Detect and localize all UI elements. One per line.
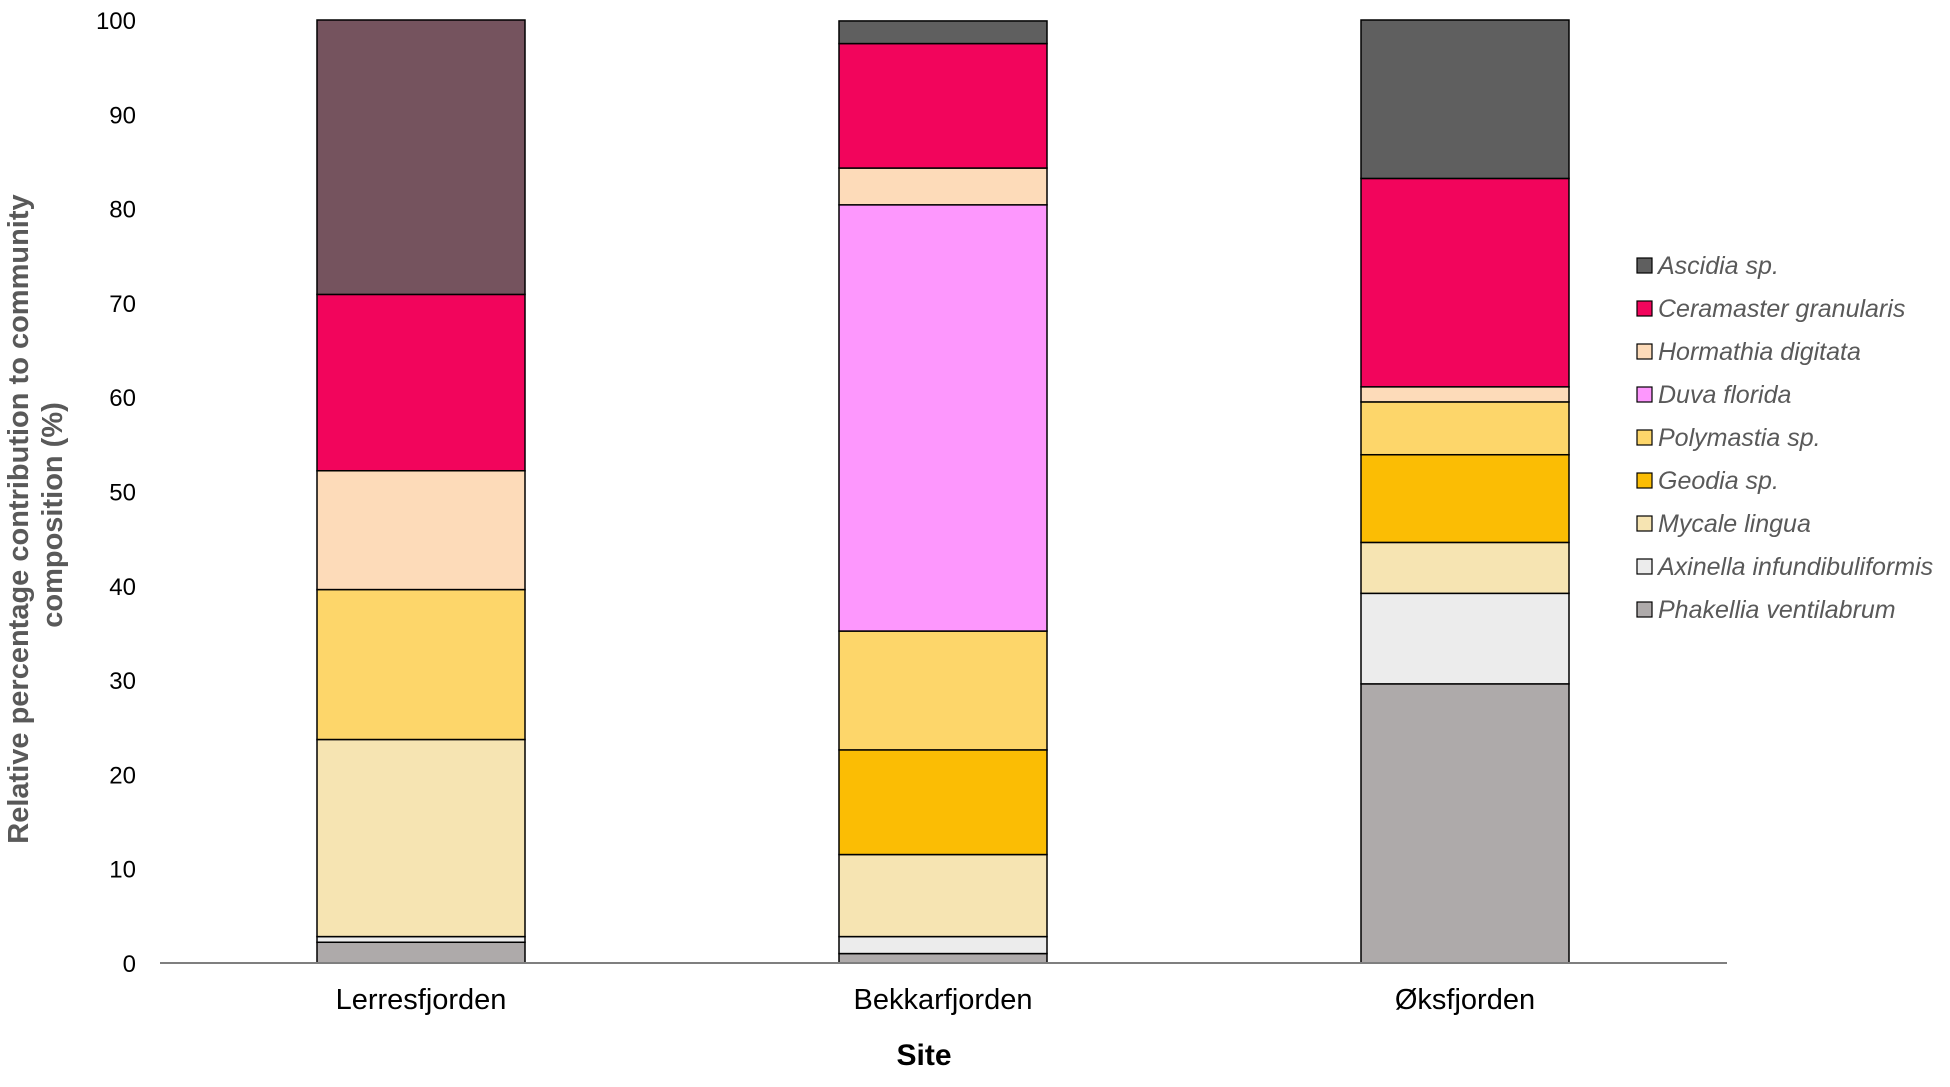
legend-swatch xyxy=(1636,515,1653,532)
legend-swatch xyxy=(1636,343,1653,360)
x-category-labels: Lerresfjorden Bekkarfjorden Øksfjorden xyxy=(336,984,1536,1016)
y-tick-label: 100 xyxy=(96,8,136,35)
y-tick-label: 80 xyxy=(109,197,136,224)
x-category-label: Bekkarfjorden xyxy=(854,984,1033,1016)
bar-segment xyxy=(316,293,526,472)
x-category-label: Øksfjorden xyxy=(1395,984,1535,1016)
legend-swatch xyxy=(1636,429,1653,446)
bar-segment xyxy=(838,935,1048,955)
bar-segment xyxy=(1360,683,1570,964)
legend-swatch xyxy=(1636,300,1653,317)
bar-segment xyxy=(838,20,1048,45)
legend-label: Hormathia digitata xyxy=(1658,338,1861,366)
bar-segment xyxy=(316,941,526,964)
y-axis-title: Relative percentage contribution to comm… xyxy=(3,186,69,843)
bar-segment xyxy=(316,19,526,296)
y-tick-label: 40 xyxy=(109,574,136,601)
bar-segment xyxy=(1360,19,1570,180)
legend-swatch xyxy=(1636,601,1653,618)
legend-label: Phakellia ventilabrum xyxy=(1658,596,1896,624)
legend-swatch xyxy=(1636,558,1653,575)
bar-segment xyxy=(1360,401,1570,456)
y-tick-labels: 0 10 20 30 40 50 60 70 80 90 100 xyxy=(96,8,136,978)
bar-segment xyxy=(316,738,526,938)
bar-segment xyxy=(1360,453,1570,544)
bar-segment xyxy=(838,630,1048,751)
bar-segment xyxy=(838,42,1048,169)
bar-segment xyxy=(838,749,1048,856)
bar-segment xyxy=(316,588,526,741)
legend-label: Geodia sp. xyxy=(1658,467,1779,495)
legend-swatch xyxy=(1636,472,1653,489)
bar-segment xyxy=(1360,386,1570,403)
y-tick-label: 10 xyxy=(109,857,136,884)
bar-segment xyxy=(1360,592,1570,685)
y-tick-label: 50 xyxy=(109,480,136,507)
legend-label: Ceramaster granularis xyxy=(1658,295,1905,323)
legend-swatch xyxy=(1636,386,1653,403)
x-category-label: Lerresfjorden xyxy=(336,984,507,1016)
y-tick-label: 90 xyxy=(109,102,136,129)
y-axis-title-line-2: composition (%) xyxy=(37,402,69,628)
y-tick-label: 30 xyxy=(109,668,136,695)
y-axis-title-line-1: Relative percentage contribution to comm… xyxy=(3,194,35,843)
bar-segment xyxy=(838,952,1048,964)
legend-label: Ascidia sp. xyxy=(1656,252,1779,280)
bar-segment xyxy=(838,167,1048,206)
legend: Ascidia sp. Ceramaster granularis Hormathi… xyxy=(1636,252,1933,624)
y-tick-label: 20 xyxy=(109,762,136,789)
y-tick-label: 70 xyxy=(109,291,136,318)
bar-segment xyxy=(1360,541,1570,595)
legend-label: Duva florida xyxy=(1658,381,1791,409)
bar-segment xyxy=(838,204,1048,632)
bar-segment xyxy=(316,935,526,944)
legend-swatch xyxy=(1636,257,1653,274)
legend-label: Axinella infundibuliformis xyxy=(1656,553,1933,581)
bar-segment xyxy=(316,470,526,591)
y-tick-label: 0 xyxy=(123,951,136,978)
y-tick-label: 60 xyxy=(109,385,136,412)
legend-label: Polymastia sp. xyxy=(1658,424,1821,452)
legend-label: Mycale lingua xyxy=(1658,510,1811,538)
x-axis-title: Site xyxy=(896,1039,951,1072)
bar-segment xyxy=(1360,177,1570,388)
bars-layer xyxy=(316,19,1570,964)
bar-segment xyxy=(838,853,1048,938)
